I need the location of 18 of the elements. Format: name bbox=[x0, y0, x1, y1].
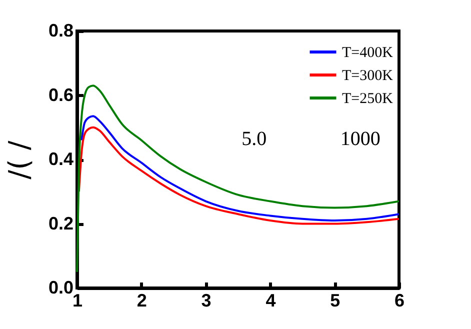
legend-label: T=300K bbox=[342, 68, 394, 84]
annotation: 5.0 bbox=[242, 128, 267, 150]
y-tick-label: 0.6 bbox=[48, 84, 74, 105]
y-tick-label: 0.8 bbox=[48, 20, 74, 40]
y-axis-title: /( / bbox=[2, 140, 36, 180]
legend-label: T=400K bbox=[342, 45, 394, 61]
x-tick-label: 1 bbox=[72, 290, 83, 310]
y-tick-label: 0.4 bbox=[48, 149, 74, 169]
line-series bbox=[76, 84, 400, 273]
annotation: 1000 bbox=[340, 128, 380, 150]
x-tick-label: 3 bbox=[201, 290, 212, 310]
y-tick-label: 0.0 bbox=[48, 278, 74, 298]
x-tick-label: 5 bbox=[330, 290, 340, 310]
x-tick-label: 2 bbox=[136, 290, 147, 310]
x-tick-label: 4 bbox=[266, 290, 276, 310]
y-tick-label: 0.2 bbox=[48, 213, 74, 234]
x-tick-label: 6 bbox=[394, 290, 405, 310]
legend-label: T=250K bbox=[342, 91, 394, 107]
